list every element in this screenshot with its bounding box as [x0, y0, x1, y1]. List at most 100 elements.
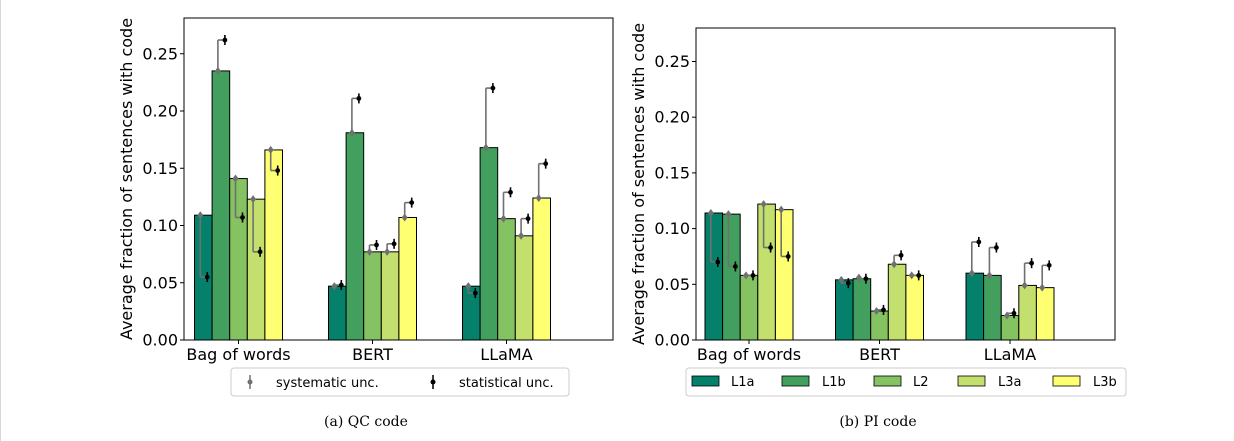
y-axis-qc: 0.00 0.05 0.10 0.15 0.20 0.25: [142, 44, 184, 350]
syst-marker-l1a-bag-of-words: [707, 209, 714, 218]
x-axis-pi: Bag of words BERT LLaMA: [697, 340, 1036, 364]
syst-marker-l3b-llama: [535, 194, 542, 203]
syst-marker-l1b-bag-of-words: [725, 210, 732, 219]
stat-point-l3b-bert: [409, 200, 415, 206]
legend-label-l1b: L1b: [822, 375, 846, 390]
bar-l3b-bert: [398, 216, 417, 341]
stat-point-l1b-bert: [863, 276, 869, 282]
bar-l3a-bert: [887, 263, 907, 341]
stat-point-l1a-llama: [472, 290, 478, 296]
legend-qc: systematic unc. statistical unc.: [230, 367, 570, 397]
caption-qc: (a) QC code: [324, 414, 408, 430]
legend-pi: L1a L1b L2 L3a L3b: [685, 367, 1127, 397]
x-tick-label-bag-of-words: Bag of words: [697, 345, 801, 364]
bar-l3a-bag-of-words: [246, 198, 266, 341]
y-tick-label: 0.25: [142, 44, 178, 63]
syst-marker-l1b-llama: [986, 271, 993, 280]
x-tick-label-bag-of-words: Bag of words: [186, 345, 290, 364]
stat-point-l3b-llama: [1046, 262, 1052, 268]
bar-l1a-llama: [462, 285, 481, 341]
syst-marker-l3a-bert: [384, 247, 391, 256]
bar-l1b-bag-of-words: [722, 213, 741, 341]
stat-point-l3a-bag-of-words: [768, 245, 773, 250]
stat-point-l2-bert: [374, 242, 379, 248]
bar-l1b-bag-of-words: [211, 70, 231, 341]
syst-marker-l3a-bag-of-words: [250, 195, 257, 204]
errorbars-pi: [707, 200, 1052, 320]
x-tick-label-llama: LLaMA: [480, 345, 532, 364]
x-tick-label-llama: LLaMA: [984, 345, 1036, 364]
legend-marker-statistical: [430, 375, 436, 389]
syst-marker-l3a-bag-of-words: [760, 200, 767, 209]
syst-marker-l3b-llama: [1039, 283, 1046, 292]
syst-marker-l2-bag-of-words: [232, 174, 239, 183]
bar-l3a-llama: [1018, 284, 1037, 341]
syst-marker-l3a-llama: [518, 231, 525, 240]
syst-marker-l3b-bert: [401, 213, 408, 222]
syst-marker-l2-bert: [366, 247, 373, 256]
stat-point-l1b-llama: [994, 245, 999, 250]
bar-l3a-bag-of-words: [757, 203, 776, 341]
stat-point-l3a-bag-of-words: [257, 249, 263, 255]
stat-point-l3a-llama: [1029, 260, 1034, 266]
syst-marker-l3a-llama: [1021, 281, 1028, 290]
x-tick-label-bert: BERT: [859, 345, 900, 364]
y-tick-label: 0.10: [654, 219, 690, 238]
syst-marker-l1a-llama: [968, 269, 975, 278]
bar-l1b-bert: [852, 278, 872, 341]
legend-swatch-l3b: [1052, 375, 1081, 387]
bar-l3b-bag-of-words: [774, 209, 794, 341]
caption-pi: (b) PI code: [839, 414, 916, 430]
stat-point-l2-bag-of-words: [750, 272, 756, 278]
bar-l1a-bag-of-words: [704, 212, 724, 341]
syst-marker-l1a-bag-of-words: [197, 211, 204, 220]
legend-label-systematic: systematic unc.: [276, 376, 379, 391]
stat-point-l1a-bag-of-words: [715, 259, 721, 265]
bar-l2-bag-of-words: [229, 178, 248, 341]
syst-marker-l1b-bert: [855, 273, 862, 282]
y-tick-label: 0.05: [142, 273, 178, 292]
syst-marker-l3b-bag-of-words: [778, 205, 785, 214]
y-tick-label: 0.25: [654, 52, 690, 71]
stat-point-l1b-bag-of-words: [733, 264, 738, 269]
bars-qc: [194, 70, 552, 341]
stat-point-l1b-bert: [356, 96, 362, 101]
stat-point-l3b-bag-of-words: [275, 168, 281, 173]
legend-swatch-l1b: [781, 375, 810, 387]
legend-box-pi: [685, 367, 1127, 397]
stat-point-l2-llama: [508, 189, 513, 195]
legend-label-l2: L2: [913, 375, 929, 390]
bar-l1a-llama: [965, 272, 985, 341]
syst-marker-l2-bag-of-words: [743, 271, 749, 280]
legend-label-statistical: statistical unc.: [459, 376, 554, 391]
legend-swatch-l3a: [957, 375, 986, 387]
bar-l1b-llama: [479, 147, 499, 341]
x-axis-qc: Bag of words BERT LLaMA: [186, 340, 533, 364]
legend-swatch-l2: [873, 375, 902, 387]
stat-point-l2-llama: [1011, 310, 1017, 316]
bar-l2-bert: [363, 251, 382, 341]
stat-point-l2-bag-of-words: [240, 215, 245, 220]
y-tick-label: 0.10: [142, 216, 178, 235]
stat-point-l3b-bag-of-words: [785, 254, 791, 259]
bar-l2-llama: [1000, 314, 1020, 341]
bar-l1a-bert: [835, 279, 854, 341]
y-tick-label: 0.20: [142, 102, 178, 121]
legend-label-l3a: L3a: [998, 375, 1021, 390]
bar-l2-bert: [870, 310, 889, 341]
syst-marker-l1b-bag-of-words: [214, 66, 221, 75]
stat-point-l3a-bert: [898, 252, 904, 258]
bar-l2-bag-of-words: [739, 274, 759, 341]
chart-qc-code: 0.00 0.05 0.10 0.15 0.20 0.25 Bag of words BER…: [117, 17, 614, 430]
syst-marker-l1b-llama: [482, 143, 489, 152]
bar-l3b-bag-of-words: [264, 149, 283, 341]
y-tick-label: 0.15: [654, 163, 690, 182]
errorbars-qc: [197, 35, 549, 299]
stat-point-l2-bert: [881, 307, 886, 313]
stat-point-l1a-bert: [338, 282, 344, 288]
syst-marker-l1a-bert: [331, 282, 338, 291]
stat-point-l3b-llama: [543, 161, 549, 167]
legend-marker-systematic: [247, 375, 253, 389]
legend-box-qc: [230, 367, 570, 397]
